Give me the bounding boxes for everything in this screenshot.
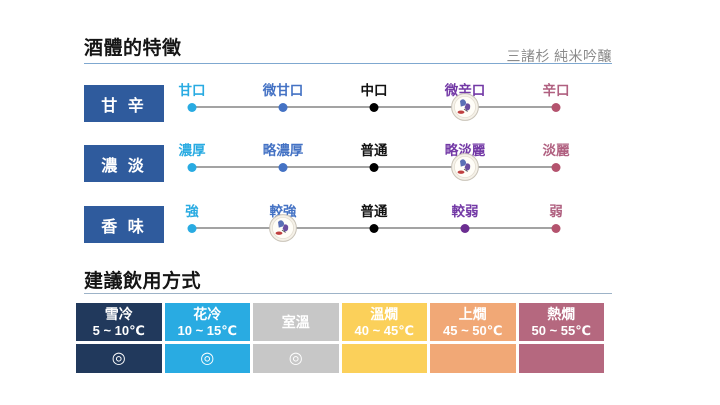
stop-label-sweet-dry-1: 微甘口: [262, 83, 304, 98]
stop-dot-aroma-0: [187, 223, 197, 233]
serving-header-cell-2: 室溫: [253, 303, 339, 341]
page-title: 酒體的特徵: [84, 38, 182, 59]
scale-row-sweet-dry: 甘 辛甘口 微甘口 中口 微辛口 辛口: [84, 83, 614, 129]
serving-rating-cell-4: [430, 344, 516, 373]
stop-label-aroma-2: 普通: [360, 204, 388, 219]
serving-style-name: 雪冷: [104, 305, 133, 322]
stop-dot-rich-light-4: [551, 162, 561, 172]
serving-style-name: 熱燗: [547, 305, 576, 322]
stop-dot-rich-light-1: [278, 162, 288, 172]
serving-temp-range: 10 ~ 15℃: [177, 322, 237, 338]
scale-label-box-rich-light: 濃 淡: [84, 145, 164, 182]
serving-temp-range: 5 ~ 10℃: [92, 322, 145, 338]
stop-dot-rich-light-0: [187, 162, 197, 172]
serving-rating-cell-0: ◎: [76, 344, 162, 373]
serving-temp-range: 50 ~ 55℃: [531, 322, 591, 338]
serving-header-cell-4: 上燗 45 ~ 50℃: [430, 303, 516, 341]
serving-header-cell-1: 花冷 10 ~ 15℃: [164, 303, 250, 341]
serving-rating-row: ◎ ◎ ◎: [76, 344, 604, 373]
stop-label-rich-light-1: 略濃厚: [262, 143, 304, 158]
scale-label-box-sweet-dry: 甘 辛: [84, 85, 164, 122]
stop-dot-aroma-3: [460, 223, 470, 233]
stop-dot-sweet-dry-4: [551, 102, 561, 112]
stop-dot-sweet-dry-1: [278, 102, 288, 112]
stop-dot-aroma-4: [551, 223, 561, 233]
serving-style-name: 室溫: [281, 313, 310, 330]
stop-label-sweet-dry-0: 甘口: [178, 83, 206, 98]
serving-rating-cell-5: [518, 344, 604, 373]
scale-row-aroma: 香 味 強 較強 普通 較弱 弱: [84, 204, 614, 250]
stop-dot-sweet-dry-0: [187, 102, 197, 112]
stop-dot-sweet-dry-2: [369, 102, 379, 112]
stop-label-rich-light-2: 普通: [360, 143, 388, 158]
sake-seal-stamp-icon: [450, 92, 480, 122]
serving-temp-range: 45 ~ 50℃: [443, 322, 503, 338]
stop-dot-rich-light-2: [369, 162, 379, 172]
sake-name: 三諸杉 純米吟釀: [506, 50, 612, 65]
serving-header-row: 雪冷 5 ~ 10℃ 花冷 10 ~ 15℃ 室溫 溫燗 40 ~ 45℃ 上燗 45 ~ 50…: [76, 303, 604, 341]
stop-dot-aroma-2: [369, 223, 379, 233]
serving-header-cell-0: 雪冷 5 ~ 10℃: [76, 303, 162, 341]
title-divider: [84, 63, 612, 64]
stop-label-rich-light-0: 濃厚: [178, 143, 206, 158]
serving-temp-range: 40 ~ 45℃: [354, 322, 414, 338]
serving-rating-cell-1: ◎: [164, 344, 250, 373]
serving-style-name: 花冷: [193, 305, 222, 322]
stop-label-sweet-dry-3: 微辛口: [444, 83, 486, 98]
serving-header-cell-5: 熱燗 50 ~ 55℃: [518, 303, 604, 341]
stop-label-aroma-1: 較強: [269, 204, 297, 219]
scale-label-box-aroma: 香 味: [84, 206, 164, 243]
serving-header-cell-3: 溫燗 40 ~ 45℃: [341, 303, 427, 341]
stop-label-aroma-4: 弱: [549, 204, 563, 219]
sake-seal-stamp-icon: [450, 152, 480, 182]
scale-row-rich-light: 濃 淡濃厚 略濃厚 普通 略淡麗 淡麗: [84, 143, 614, 189]
scales-section: 甘 辛甘口 微甘口 中口 微辛口 辛口濃 淡濃厚 略濃厚 普通 略淡麗 淡麗香 味強較強 普通 較弱…: [84, 0, 614, 260]
serving-divider: [84, 293, 612, 294]
stop-label-aroma-0: 強: [185, 204, 199, 219]
stop-label-aroma-3: 較弱: [451, 204, 479, 219]
serving-style-name: 上燗: [458, 305, 487, 322]
stop-label-rich-light-4: 淡麗: [542, 143, 570, 158]
stop-label-rich-light-3: 略淡麗: [444, 143, 486, 158]
serving-section-title: 建議飲用方式: [84, 271, 202, 292]
stop-label-sweet-dry-2: 中口: [360, 83, 388, 98]
stop-label-sweet-dry-4: 辛口: [542, 83, 570, 98]
serving-rating-cell-3: [341, 344, 427, 373]
serving-rating-cell-2: ◎: [253, 344, 339, 373]
sake-seal-stamp-icon: [268, 213, 298, 243]
serving-style-name: 溫燗: [370, 305, 399, 322]
serving-table: 雪冷 5 ~ 10℃ 花冷 10 ~ 15℃ 室溫 溫燗 40 ~ 45℃ 上燗 45 ~ 50…: [76, 303, 604, 373]
